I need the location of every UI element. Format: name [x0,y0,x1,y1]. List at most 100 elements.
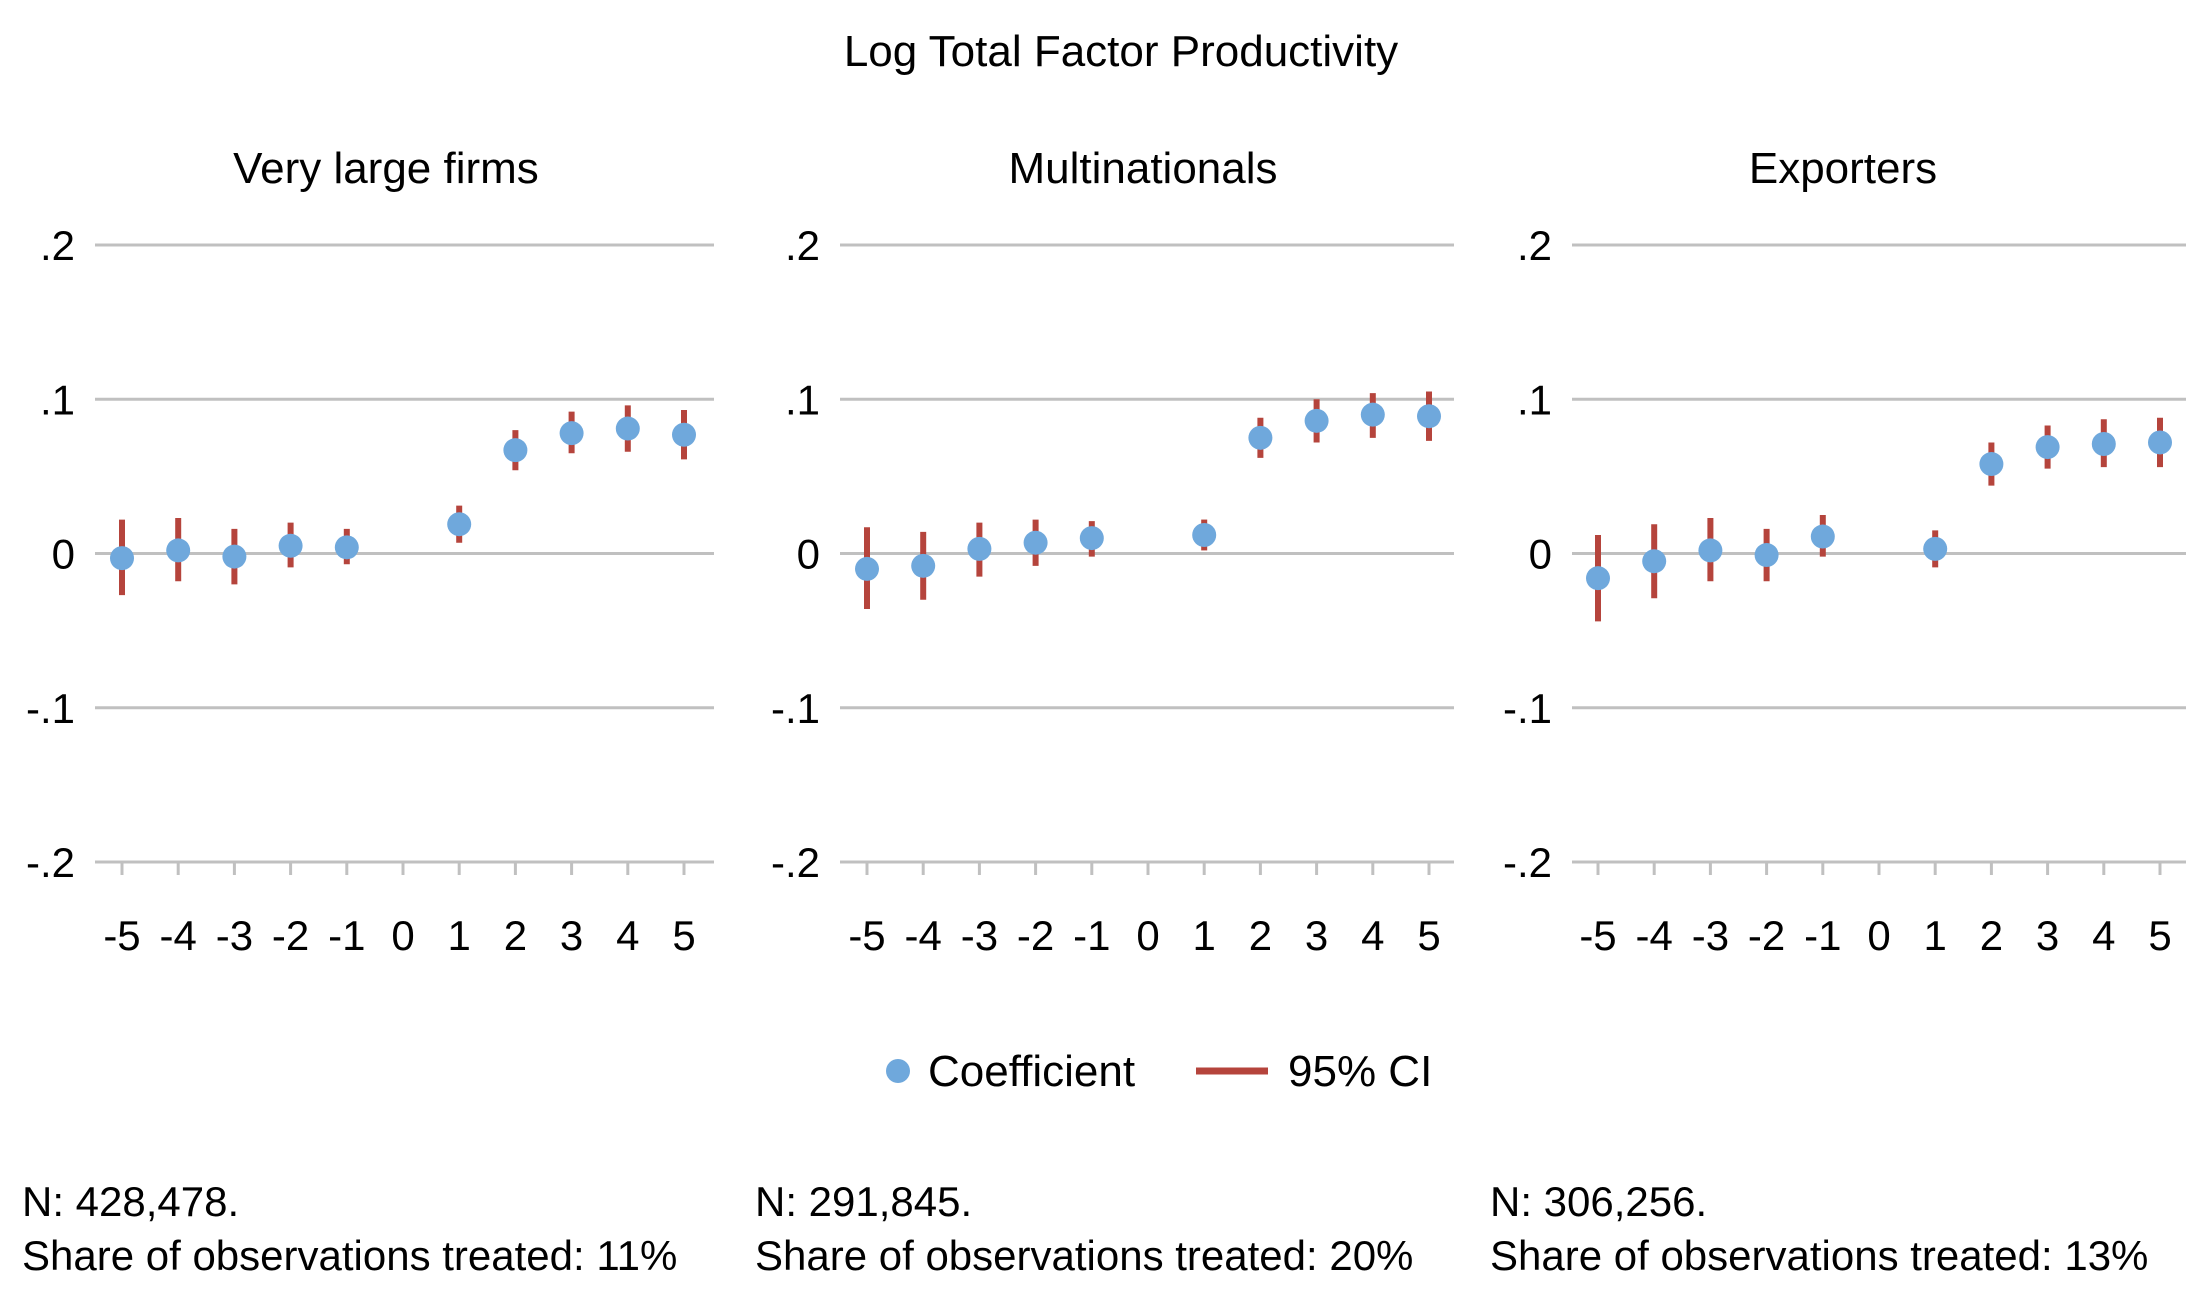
coefficient-point [1979,452,2004,477]
x-tick-label: 3 [560,912,583,959]
y-tick-label: .1 [785,376,820,423]
x-tick-label: -5 [103,912,140,959]
y-tick-label: .2 [1517,222,1552,269]
coefficient-point [1023,530,1048,555]
x-tick-label: -3 [1692,912,1729,959]
coefficient-point [1698,538,1723,563]
coefficient-point [278,533,303,558]
y-tick-label: -.1 [1503,685,1552,732]
y-tick-label: .2 [785,222,820,269]
note-n: N: 306,256. [1490,1178,1708,1225]
panels: Very large firms.2.10-.1-.2-5 -4 -3 -2 -1 0 1 2… [26,144,2186,959]
panel-exporters: Exporters.2.10-.1-.2-5 -4 -3 -2 -1 0 1 2 3 4 5 [1503,144,2186,959]
coefficient-point [2148,430,2172,455]
note-share: Share of observations treated: 13% [1490,1232,2149,1279]
panel-title: Exporters [1749,144,1937,193]
panel-title: Very large firms [233,144,539,193]
coefficient-point [559,421,584,446]
coefficient-point [1360,402,1385,427]
coefficient-point [1923,536,1948,561]
x-tick-label: 1 [448,912,471,959]
x-tick-label: -4 [160,912,197,959]
y-tick-label: .1 [40,376,75,423]
legend: Coefficient 95% CI [886,1047,1432,1096]
x-tick-label: -5 [1579,912,1616,959]
coefficient-point [166,538,191,563]
note-share: Share of observations treated: 20% [755,1232,1414,1279]
coefficient-point [110,546,134,571]
coefficient-point [2091,431,2116,456]
coefficient-point [1754,543,1779,568]
y-tick-label: -.2 [26,839,75,886]
coefficient-point [1079,526,1104,551]
x-tick-label: 5 [2148,912,2171,959]
x-tick-label: 0 [1867,912,1890,959]
x-tick-label: 4 [2092,912,2115,959]
y-tick-label: .2 [40,222,75,269]
y-tick-label: -.2 [771,839,820,886]
coefficient-point [503,438,528,463]
x-tick-label: -2 [272,912,309,959]
coefficient-point [1417,404,1441,429]
panel-note-very-large-firms: N: 428,478. Share of observations treate… [22,1175,677,1283]
x-tick-label: 0 [1136,912,1159,959]
legend-coefficient-marker [886,1059,910,1083]
panel-multinationals: Multinationals.2.10-.1-.2-5 -4 -3 -2 -1 0 1 2 3 4… [771,144,1454,959]
panel-very-large-firms: Very large firms.2.10-.1-.2-5 -4 -3 -2 -1 0 1 2… [26,144,714,959]
coefficient-point [911,553,936,578]
coefficient-point [672,422,696,447]
panel-title: Multinationals [1008,144,1277,193]
coefficient-point [447,512,472,537]
x-tick-label: -4 [905,912,942,959]
x-tick-label: 4 [1361,912,1384,959]
x-tick-label: 3 [2036,912,2059,959]
x-tick-label: 4 [616,912,639,959]
coefficient-point [1248,425,1273,450]
y-tick-label: -.1 [26,685,75,732]
coefficient-point [855,556,879,581]
x-tick-label: -5 [848,912,885,959]
coefficient-point [1810,524,1835,549]
x-tick-label: 2 [1980,912,2003,959]
x-tick-label: 5 [672,912,695,959]
x-tick-label: -1 [1804,912,1841,959]
x-tick-label: 3 [1305,912,1328,959]
y-tick-label: -.2 [1503,839,1552,886]
legend-coefficient-label: Coefficient [928,1047,1135,1096]
y-tick-label: 0 [797,531,820,578]
x-tick-label: -1 [328,912,365,959]
y-tick-label: -.1 [771,685,820,732]
coefficient-point [967,536,992,561]
coefficient-point [1192,522,1217,547]
y-tick-label: 0 [1529,531,1552,578]
x-tick-label: 5 [1417,912,1440,959]
x-tick-label: -1 [1073,912,1110,959]
note-share: Share of observations treated: 11% [22,1232,678,1279]
coefficient-point [334,535,359,560]
coefficient-point [1586,566,1610,591]
x-tick-label: 0 [391,912,414,959]
panel-note-exporters: N: 306,256. Share of observations treate… [1490,1175,2148,1283]
note-n: N: 291,845. [755,1178,973,1225]
coefficient-point [1304,408,1329,433]
x-tick-label: 1 [1193,912,1216,959]
x-tick-label: -2 [1017,912,1054,959]
coefficient-point [222,544,247,569]
figure-title: Log Total Factor Productivity [844,27,1398,76]
x-tick-label: 2 [504,912,527,959]
coefficient-point [1642,549,1667,574]
x-tick-label: 1 [1924,912,1947,959]
x-tick-label: -2 [1748,912,1785,959]
legend-ci-label: 95% CI [1288,1047,1432,1096]
x-tick-label: 2 [1249,912,1272,959]
coefficient-point [615,416,640,441]
y-tick-label: .1 [1517,376,1552,423]
note-n: N: 428,478. [22,1178,240,1225]
panel-note-multinationals: N: 291,845. Share of observations treate… [755,1175,1413,1283]
x-tick-label: -3 [961,912,998,959]
x-tick-label: -4 [1636,912,1673,959]
x-tick-label: -3 [216,912,253,959]
coefficient-point [2035,435,2060,460]
y-tick-label: 0 [52,531,75,578]
